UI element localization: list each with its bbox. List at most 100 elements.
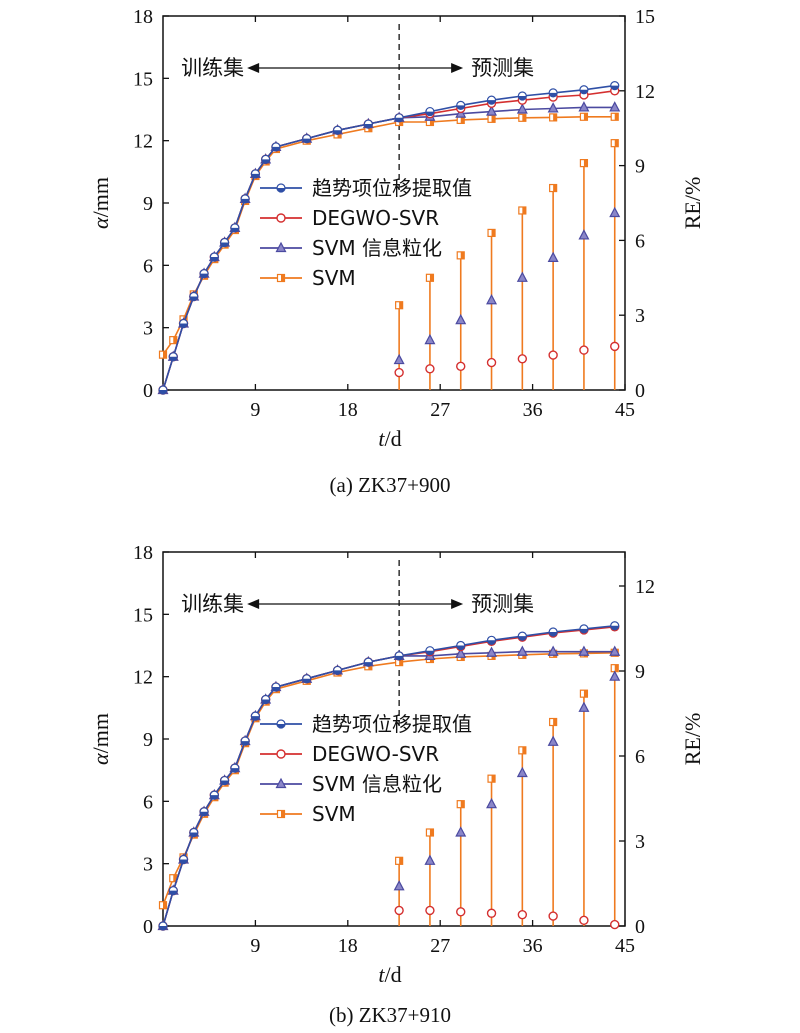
re-degwo-point [548, 911, 558, 921]
re-svm-gran-point [578, 701, 590, 712]
series-point-svm-fill [163, 901, 167, 909]
re-degwo-point [579, 915, 589, 926]
y2-tick-label: 9 [635, 156, 645, 178]
legend-marker [276, 213, 286, 223]
series-point-trend-fill [159, 926, 167, 930]
re-svm-point-fill [553, 184, 557, 192]
series-point-svm-gran [516, 103, 528, 114]
series-point-svm-fill [429, 118, 434, 126]
re-svm-gran-point [516, 766, 528, 778]
series-point-svm-gran [547, 102, 559, 113]
y-axis-label-unit: /mm [88, 713, 113, 753]
series-point-trend-fill [261, 699, 270, 704]
re-svm-gran-point [516, 271, 528, 282]
y2-tick-label: 12 [635, 576, 655, 598]
series-point-trend-fill [251, 716, 260, 721]
series-point-trend-fill [200, 273, 209, 278]
re-degwo-point [517, 909, 528, 920]
series-point-trend-fill [271, 146, 280, 151]
series-point-svm-gran [547, 645, 559, 656]
x-tick-label: 18 [338, 935, 358, 957]
re-degwo-point [394, 905, 404, 916]
chart-panel-b: 9 18 27 36 450369121518036912t/dα/mm RE/%训练集预… [88, 542, 705, 1027]
y-axis-label-var: α [88, 753, 113, 765]
re-svm-gran-point [393, 880, 405, 891]
series-point-trend-fill [220, 242, 229, 247]
y2-tick-label: 3 [635, 831, 645, 853]
y-tick-label: 12 [133, 131, 153, 153]
series-point-trend-fill [549, 631, 558, 636]
re-svm-point-fill [522, 206, 526, 214]
y2-tick-label: 15 [635, 6, 655, 28]
arrow-left-head [247, 63, 260, 73]
arrow-right-head [451, 599, 464, 609]
legend-marker-fill [281, 810, 285, 818]
series-point-trend-fill [395, 117, 404, 122]
legend-marker-fill [281, 274, 285, 282]
re-svm-gran-point [424, 333, 436, 345]
re-degwo-point [486, 908, 497, 918]
re-degwo-point [456, 361, 466, 372]
series-point-svm-fill [522, 114, 526, 122]
legend-marker [275, 241, 287, 253]
series-point-trend-fill [210, 795, 219, 800]
x-tick-label: 9 [250, 935, 260, 957]
series-point-svm-gran [609, 645, 621, 656]
series-point-svm-fill [491, 115, 496, 123]
panel-caption: (a) ZK37+900 [330, 473, 451, 497]
arrow-left-head [247, 599, 260, 609]
series-point-trend-fill [271, 687, 280, 692]
y-tick-label: 0 [143, 380, 153, 402]
re-svm-point-fill [460, 800, 465, 808]
series-point-trend-fill [425, 650, 434, 655]
series-point-svm-fill [583, 113, 588, 121]
train-set-label: 训练集 [181, 592, 244, 616]
legend-label: SVM 信息粒化 [312, 772, 442, 796]
x-axis-label-var: t [378, 962, 385, 987]
y-tick-label: 12 [133, 667, 153, 689]
y-tick-label: 18 [133, 542, 153, 564]
series-point-svm-fill [399, 658, 403, 666]
re-svm-point-fill [429, 274, 434, 282]
legend-label: SVM 信息粒化 [312, 236, 442, 260]
series-point-trend-fill [230, 768, 239, 773]
re-svm-point-fill [399, 857, 403, 865]
series-point-trend-fill [159, 390, 167, 394]
series-point-trend-fill [518, 636, 527, 641]
series-point-trend-fill [487, 640, 496, 645]
series-point-trend-fill [230, 227, 239, 232]
legend-label: 趋势项位移提取值 [312, 176, 472, 200]
x-axis-label-unit: /d [385, 962, 402, 987]
series-point-svm-gran [486, 105, 498, 116]
y2-axis-label: RE/% [680, 177, 705, 230]
y-tick-label: 9 [143, 193, 153, 215]
re-svm-gran-point [455, 313, 467, 325]
y-tick-label: 6 [143, 255, 153, 277]
y-axis-label: α/mm [88, 177, 113, 229]
re-degwo-point [425, 905, 435, 916]
series-point-svm-gran [455, 647, 467, 658]
legend-label: 趋势项位移提取值 [312, 712, 472, 736]
x-tick-label: 36 [523, 935, 543, 957]
re-degwo-point [517, 354, 528, 364]
re-svm-gran-point [486, 293, 498, 305]
x-axis-label: t/d [378, 426, 401, 451]
series-point-trend-fill [333, 670, 342, 675]
legend-marker [276, 749, 286, 759]
re-degwo-point [610, 919, 620, 930]
series-point-trend-fill [302, 678, 311, 683]
re-svm-gran-point [578, 229, 590, 240]
series-point-trend-fill [200, 811, 209, 816]
series-point-trend-fill [241, 741, 250, 746]
series-point-trend-fill [395, 655, 404, 660]
series-point-trend-fill [610, 625, 619, 630]
series-point-svm-fill [460, 116, 465, 124]
series-point-trend-fill [302, 138, 311, 143]
series-point-trend-fill [189, 832, 198, 837]
re-svm-point-fill [583, 690, 588, 698]
y2-tick-label: 6 [635, 746, 645, 768]
series-point-trend-fill [189, 296, 198, 301]
series-point-svm-gran [516, 645, 528, 656]
series-point-svm-fill [553, 113, 557, 121]
